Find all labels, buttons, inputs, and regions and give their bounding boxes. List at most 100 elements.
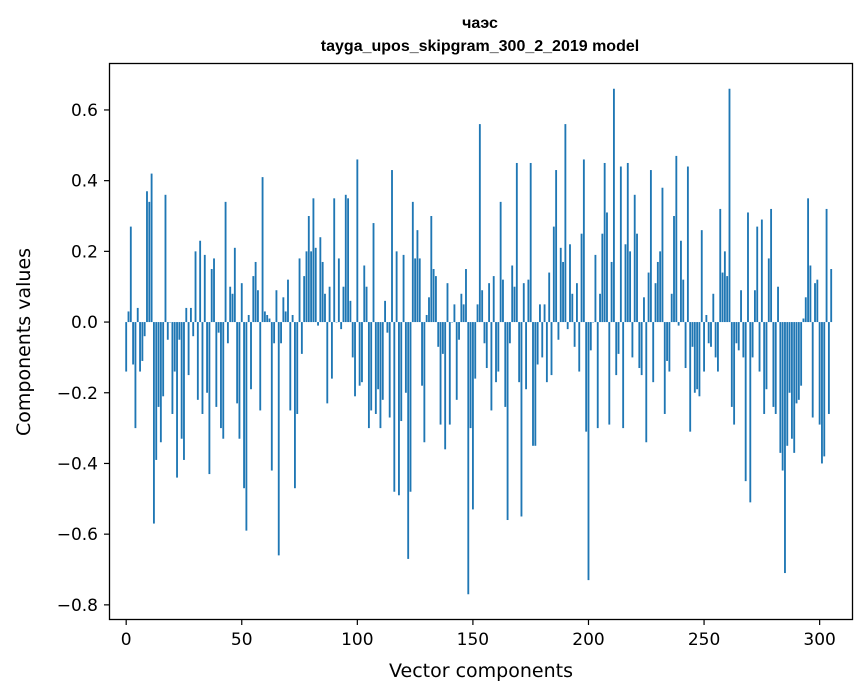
bar — [300, 322, 303, 354]
bar — [254, 261, 257, 323]
bar — [469, 322, 472, 429]
bar — [453, 304, 456, 323]
bar — [462, 304, 465, 323]
bar — [631, 322, 634, 358]
bar — [374, 322, 377, 414]
bar — [807, 198, 810, 323]
bar — [243, 322, 245, 489]
bar — [753, 290, 756, 323]
bar — [795, 322, 798, 404]
bar — [347, 198, 350, 323]
bar — [441, 322, 444, 354]
bar — [139, 322, 141, 372]
bar — [478, 124, 481, 323]
bar — [488, 283, 491, 323]
bar — [460, 293, 463, 323]
bar — [515, 162, 518, 323]
bar — [562, 261, 564, 323]
bar — [430, 216, 433, 323]
bar — [557, 322, 560, 340]
bar — [361, 322, 363, 383]
bar — [192, 322, 195, 337]
bar — [236, 322, 239, 404]
bar — [317, 322, 319, 326]
bar — [388, 322, 391, 418]
bar — [208, 322, 211, 475]
bar — [206, 322, 209, 393]
bar — [714, 322, 717, 358]
bar — [474, 322, 477, 379]
bar — [797, 322, 800, 400]
bar — [187, 322, 190, 376]
bar — [467, 322, 470, 595]
bar — [564, 124, 567, 323]
bar — [668, 322, 671, 372]
x-tick-label: 300 — [803, 630, 835, 650]
bar — [703, 322, 705, 372]
bar — [287, 279, 289, 323]
y-tick-label: −0.6 — [57, 525, 98, 545]
bar — [162, 322, 165, 397]
bar — [606, 212, 608, 323]
bar — [448, 322, 451, 425]
x-tick-label: 200 — [572, 630, 604, 650]
bar — [407, 322, 410, 559]
bar — [386, 322, 389, 333]
bar — [330, 322, 333, 379]
bar — [633, 194, 636, 323]
chart-title-line-2: tayga_upos_skipgram_300_2_2019 model — [321, 38, 639, 55]
bar — [550, 322, 553, 376]
bar — [760, 219, 763, 323]
bar — [529, 162, 532, 323]
bar — [416, 230, 419, 323]
bar — [506, 322, 509, 521]
bar — [247, 314, 250, 323]
bar — [781, 322, 784, 471]
bar — [765, 322, 768, 390]
bar — [446, 283, 449, 323]
x-tick-label: 0 — [121, 630, 132, 650]
bar — [196, 322, 199, 400]
bar — [372, 223, 375, 323]
bar — [129, 226, 132, 323]
y-tick-label: −0.8 — [57, 596, 98, 616]
bar — [610, 261, 613, 323]
bar — [284, 311, 287, 323]
bar — [266, 314, 269, 323]
bar — [270, 322, 273, 471]
bar — [541, 322, 544, 358]
bar — [710, 322, 712, 347]
bar — [314, 247, 317, 323]
bar — [513, 286, 516, 323]
bar — [504, 322, 507, 407]
bar — [536, 322, 539, 365]
bar — [647, 272, 650, 323]
bar — [333, 198, 336, 323]
bar — [370, 322, 373, 411]
bar — [612, 88, 615, 323]
bar — [136, 307, 139, 323]
bar — [213, 258, 215, 323]
bar — [226, 322, 229, 344]
y-tick-label: 0.4 — [71, 172, 98, 192]
bar — [534, 322, 537, 446]
bar — [423, 322, 426, 443]
bar — [666, 322, 668, 361]
bar — [483, 322, 486, 344]
bar — [615, 322, 618, 376]
bar — [148, 201, 151, 323]
bar — [673, 216, 675, 323]
chart-title-line-1: чаэс — [462, 15, 498, 32]
bar — [654, 283, 657, 323]
bar — [425, 314, 428, 323]
bar — [617, 322, 620, 354]
bar — [183, 322, 185, 460]
bar — [252, 276, 255, 323]
bar — [569, 244, 571, 323]
bar — [638, 322, 641, 369]
bar — [229, 286, 232, 323]
bar — [402, 254, 405, 323]
bar — [358, 322, 361, 386]
bar — [811, 322, 814, 418]
